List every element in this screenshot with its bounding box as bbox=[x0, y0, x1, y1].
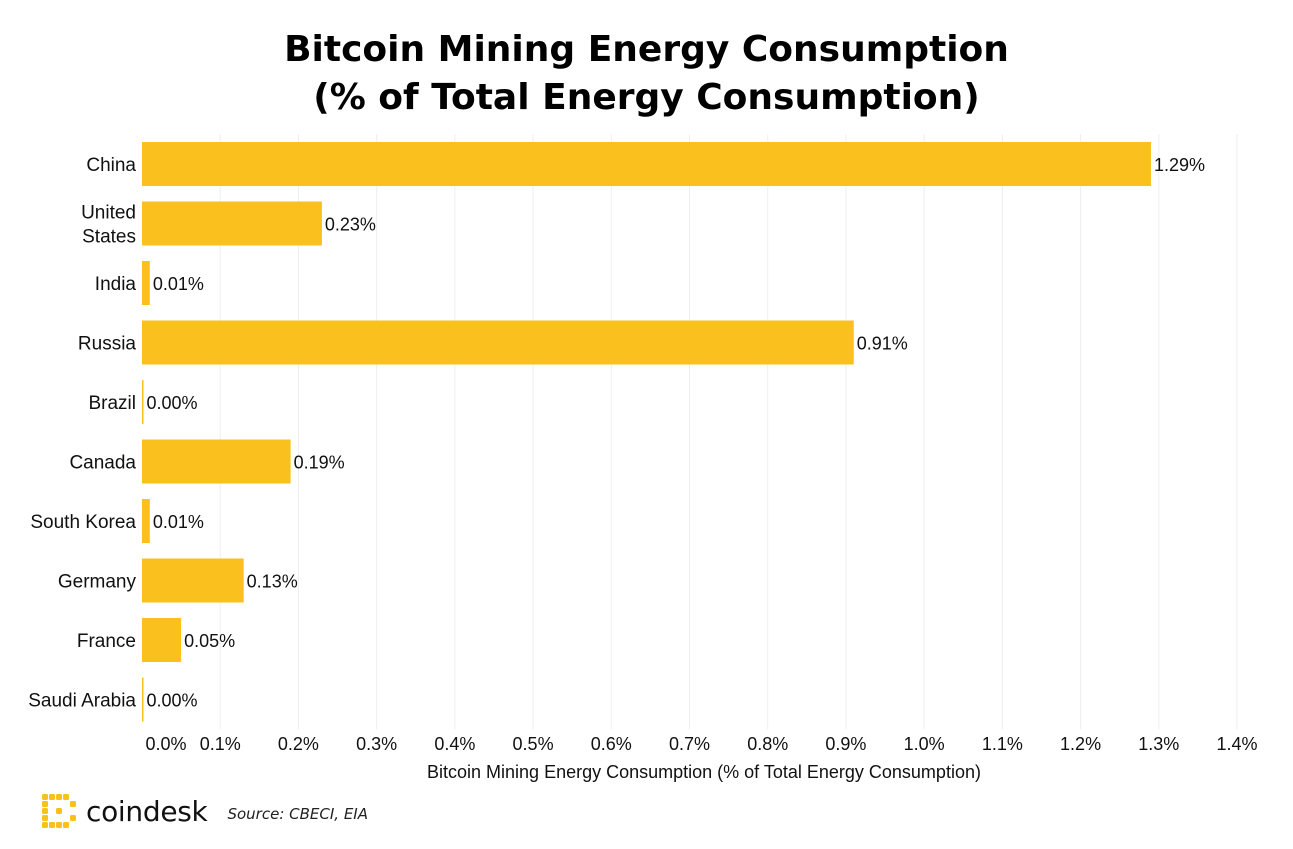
x-axis-ticks: 0.0% 0.1% 0.2% 0.3% 0.4% 0.5% 0.6% 0.7% 0.8% 0.9%… bbox=[145, 734, 1257, 754]
bar bbox=[142, 261, 150, 305]
x-tick-label: 0.1% bbox=[200, 734, 241, 754]
value-label: 0.00% bbox=[147, 393, 198, 413]
bar bbox=[142, 677, 144, 722]
x-tick-label: 0.2% bbox=[278, 734, 319, 754]
x-tick-label: 1.0% bbox=[904, 734, 945, 754]
value-label: 0.01% bbox=[153, 512, 204, 532]
footer: coindesk Source: CBECI, EIA bbox=[42, 792, 368, 830]
chart-title-line-1: Bitcoin Mining Energy Consumption bbox=[284, 29, 1009, 70]
category-label: Saudi Arabia bbox=[28, 691, 136, 712]
bar bbox=[142, 558, 244, 603]
value-label: 0.23% bbox=[325, 215, 376, 235]
value-label: 0.19% bbox=[294, 453, 345, 473]
value-label: 0.01% bbox=[153, 274, 204, 294]
x-tick-label: 0.3% bbox=[356, 734, 397, 754]
bar bbox=[142, 499, 150, 543]
source-note: Source: CBECI, EIA bbox=[227, 805, 368, 823]
category-label: China bbox=[86, 155, 136, 176]
category-label: Canada bbox=[69, 453, 136, 474]
category-label: India bbox=[95, 274, 137, 295]
coindesk-logo-text: coindesk bbox=[86, 794, 208, 828]
x-tick-label: 0.0% bbox=[145, 734, 186, 754]
category-label: South Korea bbox=[30, 512, 136, 533]
x-tick-label: 1.1% bbox=[982, 734, 1023, 754]
value-label: 1.29% bbox=[1154, 155, 1205, 175]
x-tick-label: 0.8% bbox=[747, 734, 788, 754]
value-label: 0.00% bbox=[147, 691, 198, 711]
bar bbox=[142, 618, 182, 662]
value-label: 0.13% bbox=[247, 572, 298, 592]
x-tick-label: 1.4% bbox=[1216, 734, 1257, 754]
x-tick-label: 0.9% bbox=[825, 734, 866, 754]
category-label: France bbox=[77, 631, 136, 652]
category-label: United States bbox=[81, 203, 136, 248]
value-label: 0.91% bbox=[857, 334, 908, 354]
x-tick-label: 1.3% bbox=[1138, 734, 1179, 754]
bar bbox=[142, 201, 322, 246]
category-labels: China United States India Russia Brazil Canada… bbox=[28, 155, 136, 712]
value-label: 0.05% bbox=[184, 631, 235, 651]
bar bbox=[142, 439, 291, 484]
x-tick-label: 0.5% bbox=[513, 734, 554, 754]
x-tick-label: 1.2% bbox=[1060, 734, 1101, 754]
bar-chart: China United States India Russia Brazil Canada… bbox=[28, 134, 1258, 782]
x-tick-label: 0.6% bbox=[591, 734, 632, 754]
bar bbox=[142, 380, 144, 424]
category-label: Russia bbox=[78, 334, 137, 355]
chart-title: Bitcoin Mining Energy Consumption (% of … bbox=[0, 26, 1293, 122]
coindesk-logo-icon bbox=[42, 794, 76, 828]
chart-title-line-2: (% of Total Energy Consumption) bbox=[313, 77, 980, 118]
category-label: Germany bbox=[58, 572, 137, 593]
x-axis-title: Bitcoin Mining Energy Consumption (% of … bbox=[427, 762, 981, 782]
value-labels: 1.29% 0.23% 0.01% 0.91% 0.00% 0.19% 0.01% 0.13%… bbox=[147, 155, 1206, 711]
x-tick-label: 0.4% bbox=[434, 734, 475, 754]
bar bbox=[142, 142, 1151, 186]
bar bbox=[142, 320, 854, 365]
category-label: Brazil bbox=[88, 393, 136, 414]
bars bbox=[142, 142, 1151, 722]
x-tick-label: 0.7% bbox=[669, 734, 710, 754]
gridlines bbox=[219, 134, 1238, 730]
